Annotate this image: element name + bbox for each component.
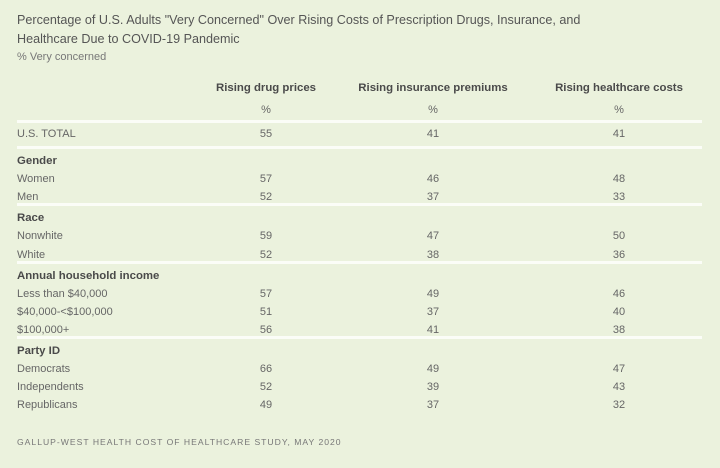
cell-value: 49 [426, 287, 440, 300]
table-row: White 52 38 36 [0, 246, 720, 264]
table-row: Democrats 66 49 47 [0, 360, 720, 378]
row-label: Less than $40,000 [17, 287, 108, 300]
row-separator [17, 336, 702, 339]
cell-value: 41 [426, 128, 440, 140]
cell-value: 56 [259, 323, 273, 336]
cell-value: 36 [612, 248, 626, 261]
group-header-row: Annual household income [0, 267, 720, 285]
cell-value: 39 [426, 381, 440, 394]
row-label: $100,000+ [17, 323, 70, 336]
table-row: $100,000+ 56 41 38 [0, 321, 720, 339]
row-label: White [17, 248, 46, 261]
column-unit: % [428, 104, 438, 116]
row-separator [17, 120, 702, 123]
row-label: Nonwhite [17, 230, 63, 243]
row-label: U.S. TOTAL [17, 128, 76, 140]
group-header-row: Party ID [0, 342, 720, 360]
group-label: Gender [17, 155, 57, 167]
cell-value: 57 [259, 287, 273, 300]
table-row: Independents 52 39 43 [0, 378, 720, 396]
chart-title: Percentage of U.S. Adults "Very Concerne… [17, 13, 581, 46]
group-label: Party ID [17, 345, 61, 357]
table-row: Republicans 49 37 32 [0, 396, 720, 414]
cell-value: 46 [426, 173, 440, 186]
cell-value: 41 [426, 323, 440, 336]
row-label: Democrats [17, 363, 71, 376]
cell-value: 41 [612, 128, 626, 140]
cell-value: 66 [259, 363, 273, 376]
cell-value: 50 [612, 230, 626, 243]
column-header: Rising drug prices [215, 82, 316, 94]
group-label: Annual household income [17, 269, 160, 282]
cell-value: 57 [259, 173, 273, 186]
table-row: Women 57 46 48 [0, 170, 720, 188]
cell-value: 47 [426, 230, 440, 243]
cell-value: 51 [259, 305, 273, 318]
cell-value: 37 [426, 305, 440, 318]
column-unit: % [261, 104, 271, 116]
table-row: Men 52 37 33 [0, 188, 720, 206]
source-note: GALLUP-WEST HEALTH COST OF HEALTHCARE ST… [17, 437, 342, 447]
column-header: Rising healthcare costs [555, 82, 683, 94]
cell-value: 37 [426, 399, 440, 412]
cell-value: 38 [426, 248, 440, 261]
row-label: Republicans [17, 399, 78, 412]
cell-value: 38 [612, 323, 626, 336]
row-label: Independents [17, 381, 84, 394]
group-label: Race [17, 212, 45, 225]
cell-value: 43 [612, 381, 626, 394]
cell-value: 52 [259, 381, 273, 394]
cell-value: 55 [259, 128, 273, 140]
cell-value: 59 [259, 230, 273, 243]
column-header: Rising insurance premiums [358, 82, 508, 94]
row-label: $40,000-<$100,000 [17, 305, 113, 318]
row-separator [17, 260, 702, 264]
cell-value: 32 [612, 399, 626, 412]
cell-value: 52 [259, 191, 273, 204]
group-header-row: Gender [0, 152, 720, 170]
column-unit: % [614, 104, 624, 116]
row-separator [17, 203, 702, 207]
cell-value: 40 [612, 305, 626, 318]
cell-value: 47 [612, 363, 626, 376]
cell-value: 49 [259, 399, 273, 412]
table-row: Nonwhite 59 47 50 [0, 227, 720, 245]
cell-value: 48 [612, 173, 626, 186]
table-row: U.S. TOTAL 55 41 41 [0, 125, 720, 143]
cell-value: 52 [259, 248, 273, 261]
group-header-row: Race [0, 209, 720, 227]
cell-value: 49 [426, 363, 440, 376]
table-row: $40,000-<$100,000 51 37 40 [0, 303, 720, 321]
row-label: Women [17, 173, 55, 186]
row-separator [17, 146, 702, 149]
cell-value: 46 [612, 287, 626, 300]
cell-value: 37 [426, 191, 440, 204]
chart-subtitle: % Very concerned [17, 51, 107, 63]
table-row: Less than $40,000 57 49 46 [0, 285, 720, 303]
row-label: Men [17, 191, 39, 204]
cell-value: 33 [612, 191, 626, 204]
